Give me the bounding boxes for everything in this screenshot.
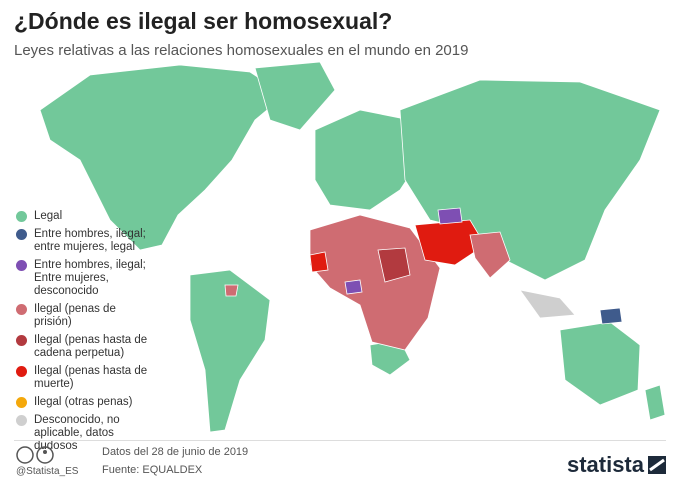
brand: statista — [566, 452, 644, 477]
legend-label: Ilegal (penas hasta de cadena perpetua) — [34, 334, 148, 359]
legend-swatch — [16, 415, 27, 426]
legend-item: Entre hombres, ilegal; entre mujeres, le… — [14, 228, 184, 254]
legend: Legal Entre hombres, ilegal; entre mujere… — [14, 210, 184, 458]
legend-swatch — [16, 229, 27, 240]
legend-label: Desconocido, no aplicable, datos dudosos — [34, 414, 120, 452]
legend-swatch — [16, 366, 27, 377]
legend-label: Legal — [34, 210, 63, 222]
legend-item: Entre hombres, ilegal; Entre mujeres, de… — [14, 259, 184, 298]
subtitle: Leyes relativas a las relaciones homosex… — [14, 42, 469, 59]
legend-item: Ilegal (penas de prisión) — [14, 303, 184, 329]
legend-swatch — [16, 397, 27, 408]
legend-item: Desconocido, no aplicable, datos dudosos — [14, 414, 184, 453]
legend-item: Ilegal (penas hasta de cadena perpetua) — [14, 334, 184, 360]
legend-item: Ilegal (otras penas) — [14, 396, 184, 409]
legend-label: Entre hombres, ilegal; Entre mujeres, de… — [34, 259, 146, 297]
legend-swatch — [16, 211, 27, 222]
license-icons — [16, 446, 54, 464]
title: ¿Dónde es ilegal ser homosexual? — [14, 8, 393, 34]
legend-swatch — [16, 335, 27, 346]
legend-item: Ilegal (penas hasta de muerte) — [14, 365, 184, 391]
legend-label: Entre hombres, ilegal; entre mujeres, le… — [34, 228, 146, 253]
brand-icon — [648, 456, 666, 474]
legend-swatch — [16, 304, 27, 315]
legend-label: Ilegal (penas hasta de muerte) — [34, 365, 148, 390]
footer: @Statista_ES Datos del 28 de junio de 20… — [0, 440, 680, 484]
handle: @Statista_ES — [16, 466, 79, 477]
legend-label: Ilegal (otras penas) — [34, 396, 133, 408]
separator — [14, 440, 666, 441]
legend-swatch — [16, 260, 27, 271]
legend-label: Ilegal (penas de prisión) — [34, 303, 116, 328]
source: Fuente: EQUALDEX — [102, 464, 203, 476]
world-map — [39, 61, 666, 433]
legend-item: Legal — [14, 210, 184, 223]
date: Datos del 28 de junio de 2019 — [102, 446, 249, 458]
